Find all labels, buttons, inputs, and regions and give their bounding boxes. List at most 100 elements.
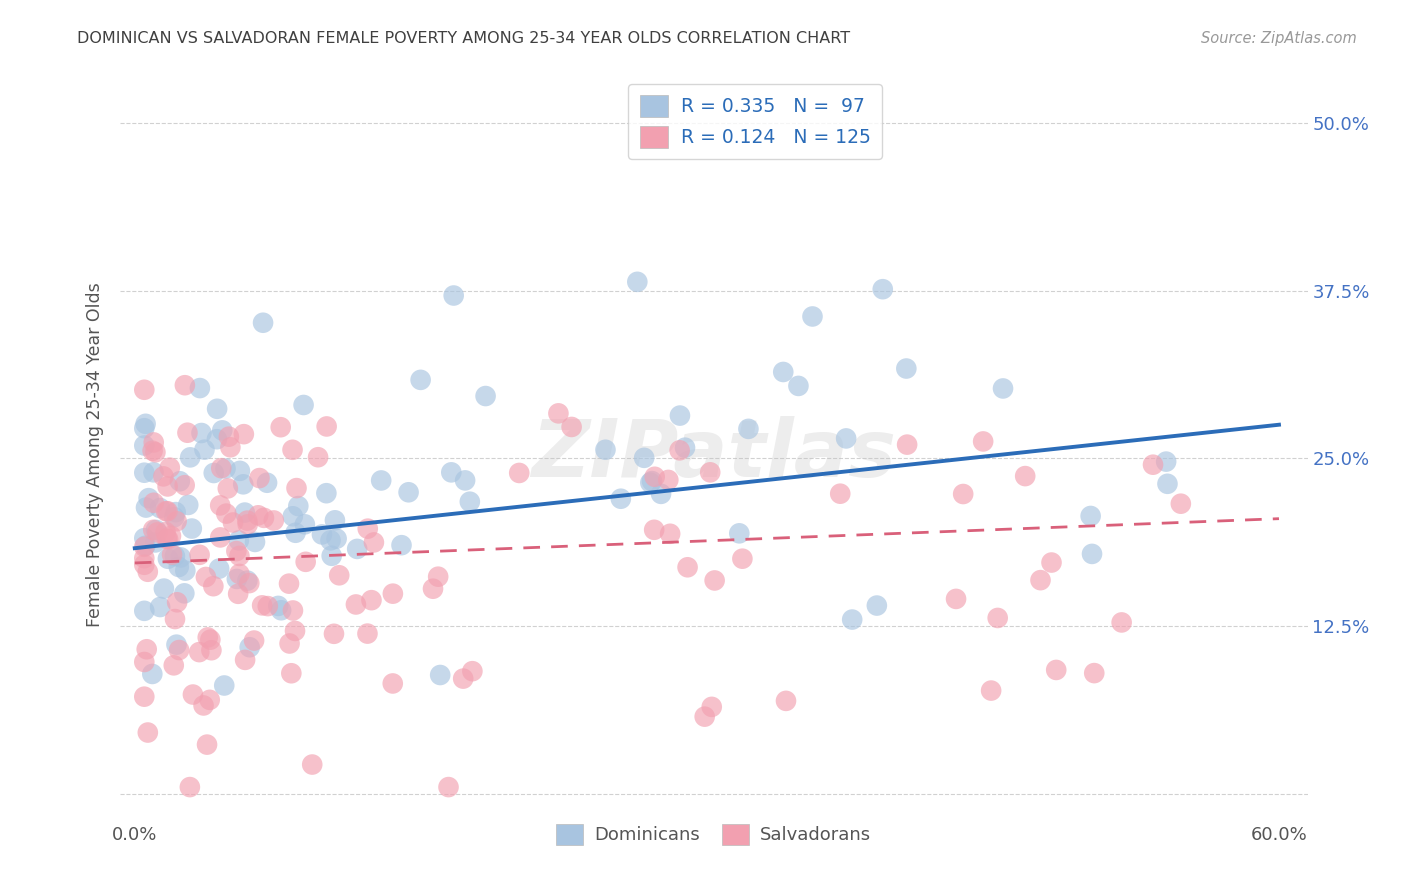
Point [360,593,382,607]
Point [294,555,316,569]
Point [896,437,918,451]
Point [176,425,198,440]
Point [1156,476,1178,491]
Point [451,672,474,686]
Point [610,491,633,506]
Point [228,566,250,581]
Point [219,440,242,454]
Point [222,516,245,530]
Point [236,517,259,532]
Point [737,422,759,436]
Point [676,560,699,574]
Point [211,423,233,437]
Point [256,475,278,490]
Point [170,550,193,565]
Point [668,443,690,458]
Point [700,699,723,714]
Point [202,579,225,593]
Point [193,442,215,457]
Point [197,631,219,645]
Point [134,604,156,618]
Point [315,419,337,434]
Point [381,676,404,690]
Point [134,558,156,572]
Point [159,460,181,475]
Point [153,582,176,596]
Point [156,532,179,546]
Text: ZIPatlas: ZIPatlas [531,416,896,494]
Point [728,526,751,541]
Point [287,499,309,513]
Point [163,612,186,626]
Point [165,505,187,519]
Point [163,510,186,524]
Point [160,529,183,543]
Point [409,373,432,387]
Point [200,643,222,657]
Point [202,466,225,480]
Point [215,507,238,521]
Point [323,513,346,527]
Point [458,494,481,508]
Point [208,561,231,575]
Point [454,474,477,488]
Point [232,427,254,442]
Point [134,690,156,704]
Point [315,486,337,500]
Point [212,678,235,692]
Point [134,539,156,553]
Point [474,389,496,403]
Point [841,613,863,627]
Point [181,688,204,702]
Point [209,530,232,544]
Point [270,603,292,617]
Point [228,533,250,548]
Point [243,535,266,549]
Point [872,282,894,296]
Point [1083,666,1105,681]
Point [1081,547,1104,561]
Point [250,599,273,613]
Point [437,780,460,794]
Point [239,640,262,655]
Point [640,475,662,490]
Point [180,522,202,536]
Point [163,549,186,563]
Point [1154,454,1177,468]
Point [205,401,228,416]
Point [281,509,304,524]
Point [229,464,252,478]
Point [508,466,530,480]
Point [443,288,465,302]
Point [209,461,232,475]
Point [134,551,156,566]
Point [307,450,329,465]
Point [135,417,157,431]
Point [363,535,385,549]
Point [641,474,664,488]
Point [896,361,918,376]
Point [693,709,716,723]
Point [142,443,165,458]
Point [188,381,211,395]
Point [179,780,201,794]
Point [294,517,316,532]
Point [346,541,368,556]
Point [134,540,156,554]
Point [135,642,157,657]
Point [149,501,172,516]
Point [209,499,232,513]
Point [370,474,392,488]
Point [142,523,165,537]
Point [461,664,484,678]
Point [200,632,222,647]
Point [391,538,413,552]
Point [267,599,290,613]
Point [163,658,186,673]
Point [225,544,247,558]
Point [160,548,183,562]
Point [173,478,195,492]
Point [243,633,266,648]
Point [179,450,201,465]
Point [325,532,347,546]
